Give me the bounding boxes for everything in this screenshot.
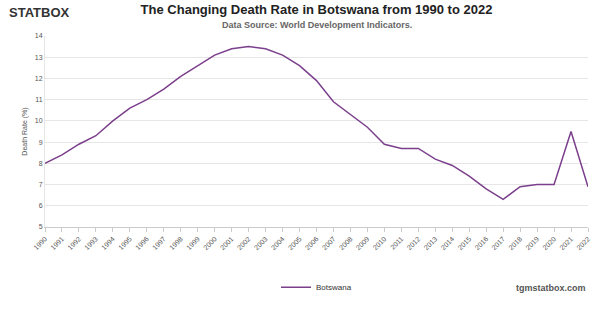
svg-text:2009: 2009 <box>355 235 371 251</box>
svg-text:2004: 2004 <box>270 235 286 251</box>
svg-text:2022: 2022 <box>575 235 591 251</box>
svg-text:2011: 2011 <box>389 235 405 251</box>
svg-text:2018: 2018 <box>507 235 523 251</box>
svg-text:1994: 1994 <box>100 235 116 251</box>
svg-text:11: 11 <box>35 96 42 103</box>
svg-text:2008: 2008 <box>338 235 354 251</box>
svg-text:The Changing Death Rate in Bot: The Changing Death Rate in Botswana from… <box>141 2 493 17</box>
svg-text:2014: 2014 <box>439 235 455 251</box>
svg-text:1990: 1990 <box>32 235 48 251</box>
svg-text:2012: 2012 <box>406 235 422 251</box>
svg-text:2007: 2007 <box>321 235 337 251</box>
svg-text:Botswana: Botswana <box>316 283 352 292</box>
svg-text:2020: 2020 <box>541 235 557 251</box>
svg-text:8: 8 <box>39 160 43 167</box>
svg-text:2003: 2003 <box>253 235 269 251</box>
svg-text:2021: 2021 <box>558 235 574 251</box>
svg-text:2010: 2010 <box>372 235 388 251</box>
svg-text:2000: 2000 <box>202 235 218 251</box>
svg-text:1995: 1995 <box>117 235 133 251</box>
svg-text:Death Rate (%): Death Rate (%) <box>21 107 29 155</box>
svg-text:2002: 2002 <box>236 235 252 251</box>
svg-text:STATBOX: STATBOX <box>9 5 70 20</box>
svg-text:2017: 2017 <box>490 235 506 251</box>
svg-text:14: 14 <box>35 32 43 39</box>
svg-text:2015: 2015 <box>456 235 472 251</box>
svg-text:5: 5 <box>39 223 43 230</box>
svg-text:7: 7 <box>39 181 43 188</box>
svg-text:1998: 1998 <box>168 235 184 251</box>
svg-text:13: 13 <box>35 54 43 61</box>
svg-text:Data Source: World Development: Data Source: World Development Indicator… <box>222 20 412 30</box>
svg-text:1997: 1997 <box>151 235 167 251</box>
svg-text:1992: 1992 <box>66 235 82 251</box>
svg-text:2006: 2006 <box>304 235 320 251</box>
svg-text:1996: 1996 <box>134 235 150 251</box>
svg-text:2005: 2005 <box>287 235 303 251</box>
svg-text:2001: 2001 <box>219 235 235 251</box>
svg-text:1993: 1993 <box>83 235 99 251</box>
svg-text:1999: 1999 <box>185 235 201 251</box>
svg-text:10: 10 <box>35 117 43 124</box>
svg-text:2019: 2019 <box>524 235 540 251</box>
svg-text:2013: 2013 <box>422 235 438 251</box>
svg-text:9: 9 <box>39 139 43 146</box>
svg-text:1991: 1991 <box>49 235 65 251</box>
svg-text:12: 12 <box>35 75 43 82</box>
svg-text:tgmstatbox.com: tgmstatbox.com <box>516 283 586 293</box>
svg-text:6: 6 <box>39 202 43 209</box>
svg-text:2016: 2016 <box>473 235 489 251</box>
